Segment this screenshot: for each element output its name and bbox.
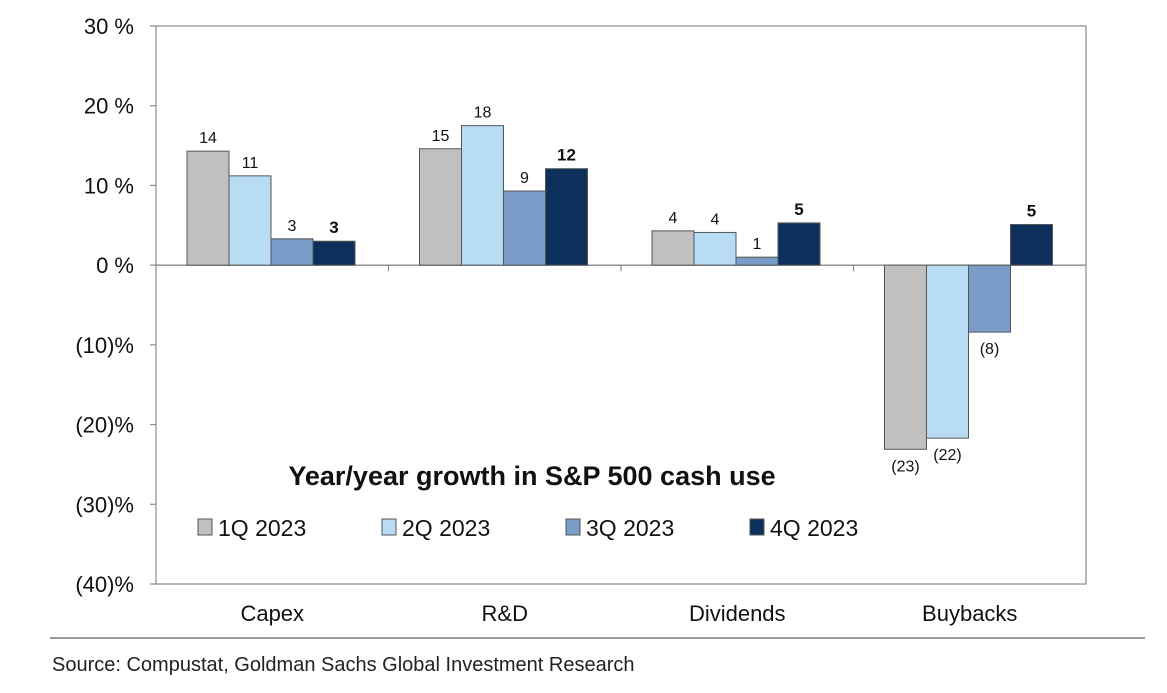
bar xyxy=(651,230,695,266)
data-label: 3 xyxy=(288,218,297,235)
bar xyxy=(693,231,737,266)
legend-swatch xyxy=(565,518,581,536)
y-tick-label: (20)% xyxy=(75,413,134,438)
source-note: Source: Compustat, Goldman Sachs Global … xyxy=(52,654,635,676)
bar xyxy=(503,190,546,266)
chart-title: Year/year growth in S&P 500 cash use xyxy=(288,461,775,491)
data-label: 11 xyxy=(242,155,259,172)
legend-swatch xyxy=(381,518,397,536)
category-label: Dividends xyxy=(689,601,786,626)
category-labels-group: Capex R&D Dividends Buybacks xyxy=(240,601,1017,626)
y-tick-label: (30)% xyxy=(75,492,134,517)
data-label: (8) xyxy=(980,341,1000,358)
bar xyxy=(968,264,1011,333)
data-label: 4 xyxy=(669,210,678,227)
data-label: 3 xyxy=(329,218,338,237)
y-tick-label: 0 % xyxy=(96,253,134,278)
bar xyxy=(228,175,272,266)
legend-label: 3Q 2023 xyxy=(586,515,674,541)
bar xyxy=(926,264,969,439)
data-label: 4 xyxy=(711,211,720,228)
legend: 1Q 2023 2Q 2023 3Q 2023 4Q 2023 xyxy=(197,515,858,541)
data-label: (23) xyxy=(891,458,919,475)
bar xyxy=(419,148,462,266)
y-tick-label: (40)% xyxy=(75,572,134,597)
bar xyxy=(186,150,230,266)
bar xyxy=(735,256,779,266)
data-label: 18 xyxy=(474,105,492,122)
legend-swatch xyxy=(197,518,213,536)
plot-frame xyxy=(155,25,1087,585)
bar xyxy=(1010,223,1053,266)
y-tick-label: 10 % xyxy=(84,173,134,198)
bar xyxy=(270,238,314,266)
legend-label: 4Q 2023 xyxy=(770,515,858,541)
bar xyxy=(461,125,504,266)
bar xyxy=(545,168,588,266)
data-label: 12 xyxy=(557,146,576,165)
value-labels-group: 14 15 4 (23) 11 18 4 (22) 3 9 1 (8) 3 12 5 5 xyxy=(199,105,1036,476)
y-tick-label: (10)% xyxy=(75,333,134,358)
data-label: 15 xyxy=(432,128,450,145)
data-label: (22) xyxy=(933,447,961,464)
y-tick-label: 30 % xyxy=(84,14,134,39)
data-label: 14 xyxy=(199,130,217,147)
category-label: R&D xyxy=(482,601,528,626)
bar xyxy=(777,222,821,266)
category-label: Capex xyxy=(240,601,304,626)
data-label: 9 xyxy=(520,170,529,187)
bar xyxy=(884,264,927,450)
data-label: 1 xyxy=(753,236,762,253)
y-tick-label: 20 % xyxy=(84,94,134,119)
data-label: 5 xyxy=(1027,201,1036,220)
legend-swatch xyxy=(749,518,765,536)
bars-group xyxy=(186,125,1053,450)
legend-label: 2Q 2023 xyxy=(402,515,490,541)
category-label: Buybacks xyxy=(922,601,1017,626)
legend-label: 1Q 2023 xyxy=(218,515,306,541)
data-label: 5 xyxy=(794,200,803,219)
bar xyxy=(312,240,356,266)
